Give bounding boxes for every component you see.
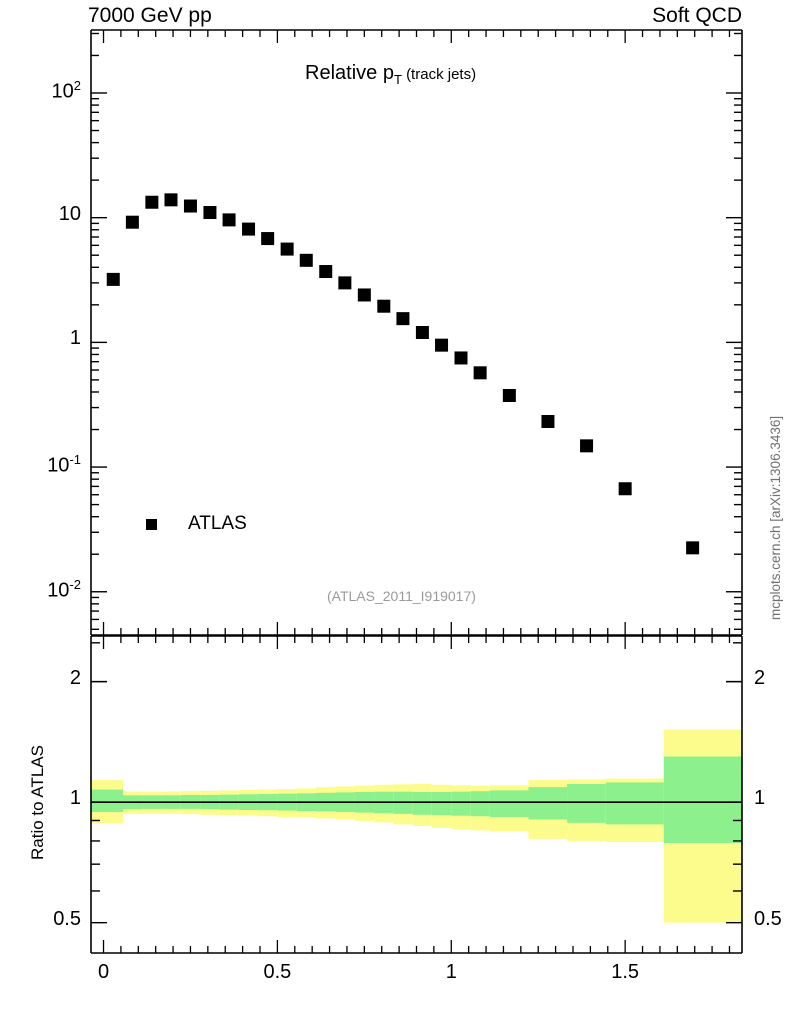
data-point-marker — [473, 366, 487, 380]
data-point-marker — [686, 541, 700, 555]
data-point-marker — [145, 195, 159, 209]
main-y-tick-label: 10-1 — [47, 452, 81, 477]
ratio-y-tick-label-left: 1 — [69, 787, 81, 810]
ratio-inner-band-bin — [431, 792, 452, 816]
ratio-inner-band-bin — [412, 792, 432, 815]
data-point-marker — [242, 222, 256, 236]
header-right-label: Soft QCD — [652, 4, 742, 27]
data-point-marker — [357, 288, 371, 302]
analysis-id-watermark: (ATLAS_2011_I919017) — [327, 588, 476, 604]
data-point-marker — [541, 414, 555, 428]
main-y-tick-label: 1 — [69, 327, 81, 350]
data-point-marker — [580, 439, 594, 453]
main-plot-title: Relative pT (track jets) — [305, 62, 476, 87]
ratio-inner-band-bin — [663, 756, 742, 844]
ratio-inner-band-bin — [489, 790, 529, 818]
data-point-marker — [435, 338, 449, 352]
data-point-marker — [299, 253, 313, 267]
ratio-y-tick-label-left: 2 — [69, 666, 81, 689]
ratio-inner-band-bin — [528, 787, 568, 820]
ratio-inner-band-bin — [567, 784, 606, 823]
data-point-marker — [502, 388, 516, 402]
data-point-marker — [454, 351, 468, 365]
ratio-y-tick-label-left: 0.5 — [53, 907, 81, 930]
main-y-tick-label: 10 — [58, 202, 81, 225]
data-point-marker — [261, 232, 275, 246]
x-tick-label: 1.5 — [611, 961, 640, 983]
ratio-inner-band-bin — [451, 791, 471, 816]
data-point-marker — [618, 482, 632, 496]
data-point-marker — [280, 242, 294, 256]
ratio-axis-label: Ratio to ATLAS — [28, 745, 47, 860]
title-subscript: T — [393, 72, 402, 87]
data-point-marker — [125, 215, 139, 229]
data-point-marker — [106, 272, 120, 286]
main-y-tick-label: 10-2 — [47, 576, 81, 602]
title-rest-text: (track jets) — [406, 66, 477, 83]
data-point-marker — [164, 193, 178, 207]
legend-marker-square — [146, 519, 157, 530]
data-point-marker — [396, 312, 410, 326]
ratio-y-tick-label-right: 0.5 — [754, 907, 782, 930]
ratio-inner-band-bin — [605, 782, 664, 825]
ratio-inner-band-bin — [470, 791, 490, 817]
x-tick-label: 1 — [445, 961, 457, 983]
data-point-marker — [183, 199, 197, 213]
data-point-marker — [377, 299, 391, 313]
data-point-marker — [222, 213, 236, 227]
main-y-tick-label: 102 — [51, 77, 81, 103]
data-point-marker — [415, 326, 429, 339]
x-tick-label: 0 — [97, 961, 110, 983]
ratio-y-tick-label-right: 1 — [754, 787, 766, 810]
data-point-marker — [338, 276, 352, 290]
ratio-y-tick-label-right: 2 — [754, 666, 766, 689]
source-credit-label: mcplots.cern.ch [arXiv:1306.3436] — [768, 415, 783, 620]
data-point-marker — [319, 265, 333, 279]
header-left-label: 7000 GeV pp — [88, 4, 212, 27]
title-main-text: Relative p — [305, 62, 394, 84]
legend-entry-atlas-label: ATLAS — [188, 513, 247, 534]
ratio-inner-band-bin — [91, 789, 123, 812]
data-point-marker — [203, 206, 217, 220]
x-tick-label: 0.5 — [263, 961, 292, 983]
